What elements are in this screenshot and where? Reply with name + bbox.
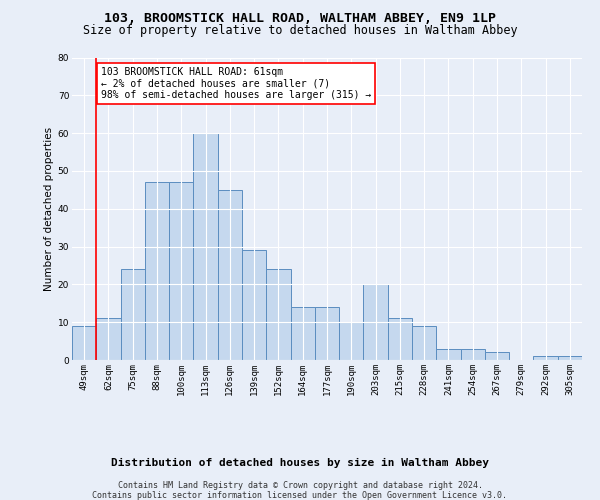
Bar <box>558 356 582 360</box>
Bar <box>96 318 121 360</box>
Bar <box>533 356 558 360</box>
Bar <box>193 133 218 360</box>
Bar <box>339 322 364 360</box>
Y-axis label: Number of detached properties: Number of detached properties <box>44 126 53 291</box>
Text: Contains public sector information licensed under the Open Government Licence v3: Contains public sector information licen… <box>92 491 508 500</box>
Bar <box>218 190 242 360</box>
Bar <box>72 326 96 360</box>
Bar <box>121 269 145 360</box>
Bar <box>145 182 169 360</box>
Text: Distribution of detached houses by size in Waltham Abbey: Distribution of detached houses by size … <box>111 458 489 468</box>
Text: Size of property relative to detached houses in Waltham Abbey: Size of property relative to detached ho… <box>83 24 517 37</box>
Bar <box>388 318 412 360</box>
Bar <box>266 269 290 360</box>
Text: 103 BROOMSTICK HALL ROAD: 61sqm
← 2% of detached houses are smaller (7)
98% of s: 103 BROOMSTICK HALL ROAD: 61sqm ← 2% of … <box>101 67 371 100</box>
Bar <box>290 307 315 360</box>
Bar <box>436 348 461 360</box>
Bar <box>169 182 193 360</box>
Bar <box>364 284 388 360</box>
Bar <box>485 352 509 360</box>
Text: 103, BROOMSTICK HALL ROAD, WALTHAM ABBEY, EN9 1LP: 103, BROOMSTICK HALL ROAD, WALTHAM ABBEY… <box>104 12 496 26</box>
Bar <box>461 348 485 360</box>
Bar <box>412 326 436 360</box>
Bar <box>242 250 266 360</box>
Bar <box>315 307 339 360</box>
Text: Contains HM Land Registry data © Crown copyright and database right 2024.: Contains HM Land Registry data © Crown c… <box>118 481 482 490</box>
